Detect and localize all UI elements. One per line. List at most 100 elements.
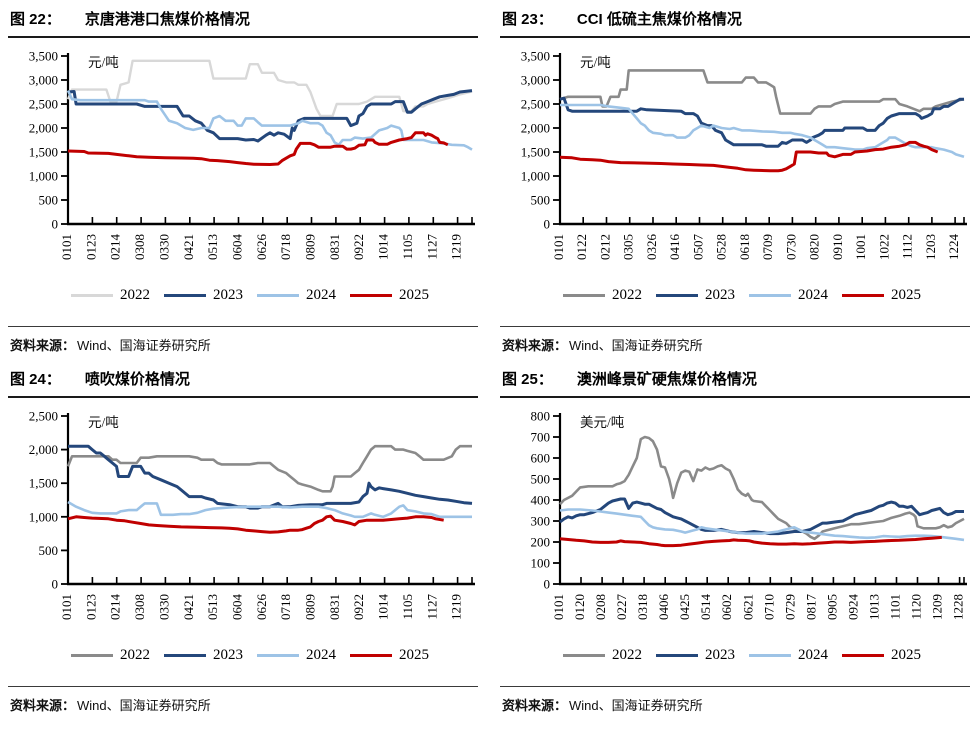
svg-text:0421: 0421 bbox=[181, 234, 196, 260]
svg-text:0621: 0621 bbox=[740, 594, 755, 620]
figure-22-title-rule bbox=[8, 36, 478, 38]
svg-text:0729: 0729 bbox=[782, 594, 797, 620]
svg-text:1224: 1224 bbox=[946, 234, 961, 261]
figure-23-legend: 2022 2023 2024 2025 bbox=[500, 284, 970, 306]
legend-label-2024: 2024 bbox=[306, 287, 336, 303]
legend-line-2022 bbox=[563, 653, 605, 657]
svg-text:1014: 1014 bbox=[376, 594, 391, 621]
figure-24-title-rule bbox=[8, 396, 478, 398]
legend-line-2025 bbox=[842, 653, 884, 657]
svg-text:0809: 0809 bbox=[302, 594, 317, 620]
svg-text:500: 500 bbox=[39, 193, 59, 208]
figure-23-source: 资料来源： Wind、国海证券研究所 bbox=[500, 327, 970, 356]
svg-text:1209: 1209 bbox=[929, 594, 944, 620]
svg-text:0425: 0425 bbox=[677, 594, 692, 620]
legend-label-2025: 2025 bbox=[891, 287, 921, 303]
legend-label-2023: 2023 bbox=[213, 647, 243, 663]
figure-25-title-rule bbox=[500, 396, 970, 398]
svg-text:0101: 0101 bbox=[551, 234, 566, 260]
svg-text:400: 400 bbox=[531, 493, 551, 508]
svg-text:0308: 0308 bbox=[132, 594, 147, 620]
figure-22-title: 图 22： 京唐港港口焦煤价格情况 bbox=[8, 6, 478, 36]
legend-line-2023 bbox=[656, 653, 698, 657]
svg-text:1,500: 1,500 bbox=[29, 145, 58, 160]
svg-text:1105: 1105 bbox=[400, 234, 415, 260]
figure-23-source-rule bbox=[500, 326, 970, 327]
svg-text:0208: 0208 bbox=[593, 594, 608, 620]
legend-label-2022: 2022 bbox=[612, 287, 642, 303]
legend-label-2023: 2023 bbox=[705, 287, 735, 303]
source-text: Wind、国海证券研究所 bbox=[77, 338, 211, 353]
svg-text:0212: 0212 bbox=[597, 234, 612, 260]
svg-text:0326: 0326 bbox=[644, 234, 659, 261]
report-figures-page: 图 22： 京唐港港口焦煤价格情况 0 500 1,000 1,500 2,000 2,50… bbox=[8, 6, 970, 716]
source-label: 资料来源： bbox=[10, 698, 76, 713]
svg-text:0718: 0718 bbox=[278, 594, 293, 620]
svg-text:0122: 0122 bbox=[574, 234, 589, 260]
svg-text:3,000: 3,000 bbox=[521, 73, 550, 88]
svg-text:0831: 0831 bbox=[327, 234, 342, 260]
svg-text:0214: 0214 bbox=[108, 594, 123, 621]
svg-text:800: 800 bbox=[531, 409, 551, 424]
svg-text:0922: 0922 bbox=[351, 234, 366, 260]
figure-22-title-text: 京唐港港口焦煤价格情况 bbox=[84, 11, 250, 28]
figure-24-legend: 2022 2023 2024 2025 bbox=[8, 644, 478, 666]
figure-25-legend: 2022 2023 2024 2025 bbox=[500, 644, 970, 666]
svg-text:0101: 0101 bbox=[551, 594, 566, 620]
svg-text:0924: 0924 bbox=[845, 594, 860, 621]
svg-text:0513: 0513 bbox=[205, 234, 220, 260]
svg-text:3,500: 3,500 bbox=[29, 49, 58, 64]
legend-label-2023: 2023 bbox=[705, 647, 735, 663]
figure-22-number: 图 22： bbox=[10, 11, 61, 28]
figure-23-number: 图 23： bbox=[502, 11, 553, 28]
svg-text:0905: 0905 bbox=[824, 594, 839, 620]
legend-line-2025 bbox=[350, 293, 392, 297]
svg-text:0718: 0718 bbox=[278, 234, 293, 260]
svg-text:0123: 0123 bbox=[83, 234, 98, 260]
svg-text:200: 200 bbox=[531, 535, 551, 550]
svg-text:1101: 1101 bbox=[887, 594, 902, 620]
svg-text:元/吨: 元/吨 bbox=[580, 55, 611, 70]
figure-25-source-rule bbox=[500, 686, 970, 687]
legend-label-2025: 2025 bbox=[399, 647, 429, 663]
figure-24-source: 资料来源： Wind、国海证券研究所 bbox=[8, 687, 478, 716]
figure-25-source: 资料来源： Wind、国海证券研究所 bbox=[500, 687, 970, 716]
svg-text:3,500: 3,500 bbox=[521, 49, 550, 64]
svg-text:0416: 0416 bbox=[667, 234, 682, 261]
svg-text:0330: 0330 bbox=[156, 234, 171, 260]
svg-text:元/吨: 元/吨 bbox=[88, 55, 119, 70]
source-label: 资料来源： bbox=[502, 698, 568, 713]
svg-text:元/吨: 元/吨 bbox=[88, 415, 119, 430]
svg-text:0330: 0330 bbox=[156, 594, 171, 620]
svg-text:1013: 1013 bbox=[866, 594, 881, 620]
svg-text:1001: 1001 bbox=[853, 234, 868, 260]
svg-text:2,000: 2,000 bbox=[29, 121, 58, 136]
legend-label-2022: 2022 bbox=[612, 647, 642, 663]
svg-text:0528: 0528 bbox=[714, 234, 729, 260]
svg-text:美元/吨: 美元/吨 bbox=[580, 415, 624, 430]
legend-line-2025 bbox=[350, 653, 392, 657]
svg-text:0514: 0514 bbox=[698, 594, 713, 621]
svg-text:0123: 0123 bbox=[83, 594, 98, 620]
legend-line-2024 bbox=[749, 293, 791, 297]
legend-label-2025: 2025 bbox=[399, 287, 429, 303]
svg-text:500: 500 bbox=[531, 472, 551, 487]
svg-text:300: 300 bbox=[531, 514, 551, 529]
svg-text:0507: 0507 bbox=[690, 234, 705, 261]
legend-label-2023: 2023 bbox=[213, 287, 243, 303]
svg-text:0: 0 bbox=[52, 577, 59, 592]
legend-line-2024 bbox=[257, 653, 299, 657]
svg-text:500: 500 bbox=[39, 543, 59, 558]
svg-text:1105: 1105 bbox=[400, 594, 415, 620]
legend-line-2024 bbox=[749, 653, 791, 657]
legend-label-2024: 2024 bbox=[798, 287, 828, 303]
figure-23-title-text: CCI 低硫主焦煤价格情况 bbox=[576, 11, 742, 28]
figure-24-chart: 0 500 1,000 1,500 2,000 2,500 0101 0123 0214 0308… bbox=[29, 409, 475, 621]
svg-text:0831: 0831 bbox=[327, 594, 342, 620]
svg-text:1203: 1203 bbox=[923, 234, 938, 260]
legend-line-2025 bbox=[842, 293, 884, 297]
svg-text:3,000: 3,000 bbox=[29, 73, 58, 88]
figure-25: 图 25： 澳洲峰景矿硬焦煤价格情况 0 100 200 300 400 500 600 700… bbox=[500, 366, 970, 716]
svg-text:0: 0 bbox=[544, 577, 551, 592]
legend-line-2023 bbox=[164, 293, 206, 297]
